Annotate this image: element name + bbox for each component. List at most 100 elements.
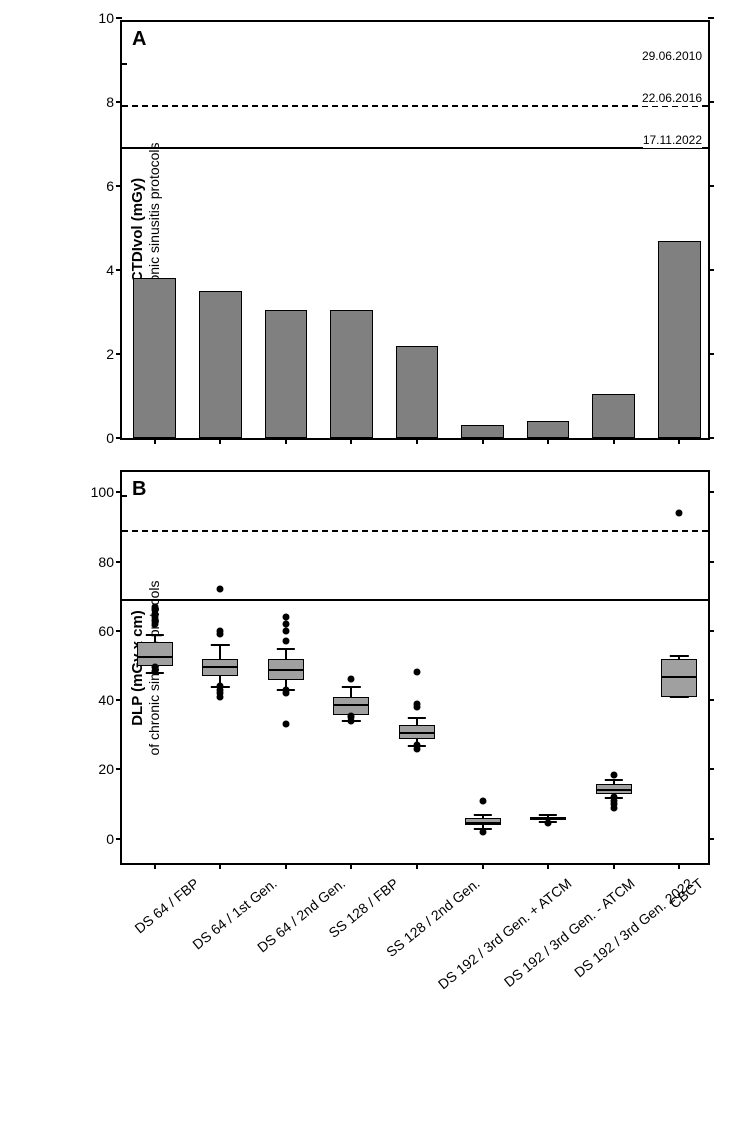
y-tick-label: 20: [98, 761, 114, 777]
plot-b-frame: B DLP (mGy x cm) of chronic sinusitis pr…: [120, 470, 710, 865]
y-tick: [708, 699, 714, 701]
whisker-cap: [670, 655, 688, 657]
y-tick: [708, 437, 714, 439]
median-line: [269, 669, 303, 671]
y-tick: [708, 101, 714, 103]
bar: [396, 346, 439, 438]
x-tick: [285, 438, 287, 444]
whisker-cap: [604, 779, 622, 781]
x-axis-labels: DS 64 / FBPDS 64 / 1st Gen.DS 64 / 2nd G…: [120, 875, 710, 1045]
outlier-point: [676, 510, 683, 517]
x-tick: [547, 438, 549, 444]
bar: [199, 291, 242, 438]
median-line: [597, 789, 631, 791]
outlier-point: [282, 721, 289, 728]
y-tick: [708, 185, 714, 187]
y-tick: [116, 768, 122, 770]
y-tick: [116, 838, 122, 840]
y-tick: [116, 561, 122, 563]
y-tick: [708, 269, 714, 271]
whisker-cap: [539, 814, 557, 816]
outlier-point: [414, 669, 421, 676]
whisker-cap: [277, 648, 295, 650]
box: [596, 784, 632, 794]
whisker-cap: [211, 644, 229, 646]
panel-b: B DLP (mGy x cm) of chronic sinusitis pr…: [120, 470, 710, 1045]
y-tick-label: 0: [106, 831, 114, 847]
x-tick: [547, 863, 549, 869]
outlier-point: [151, 664, 158, 671]
whisker-cap: [146, 634, 164, 636]
outlier-point: [348, 676, 355, 683]
reference-line-label: 29.06.2010: [642, 49, 702, 64]
x-tick: [678, 438, 680, 444]
y-tick-label: 6: [106, 178, 114, 194]
outlier-point: [217, 683, 224, 690]
y-tick: [116, 269, 122, 271]
median-line: [334, 704, 368, 706]
reference-line: [122, 147, 708, 149]
median-line: [203, 666, 237, 668]
whisker-cap: [473, 814, 491, 816]
x-tick: [219, 438, 221, 444]
bar: [658, 241, 701, 438]
y-tick: [708, 838, 714, 840]
y-tick-label: 80: [98, 554, 114, 570]
figure: A CTDIvol (mGy) of chronic sinusitis pro…: [0, 0, 744, 1055]
whisker: [285, 649, 287, 659]
outlier-point: [610, 794, 617, 801]
x-tick: [416, 438, 418, 444]
panel-a: A CTDIvol (mGy) of chronic sinusitis pro…: [120, 20, 710, 440]
y-tick: [116, 353, 122, 355]
outlier-point: [348, 712, 355, 719]
y-tick-label: 2: [106, 346, 114, 362]
outlier-point: [282, 638, 289, 645]
reference-line-label: 22.06.2016: [642, 91, 702, 106]
reference-line: [122, 599, 708, 601]
y-tick-label: 10: [98, 10, 114, 26]
x-tick: [678, 863, 680, 869]
whisker-cap: [342, 686, 360, 688]
outlier-point: [545, 820, 552, 827]
bar: [461, 425, 504, 438]
outlier-point: [414, 700, 421, 707]
panel-b-y-main: DLP (mGy x cm): [129, 580, 146, 755]
y-tick: [116, 185, 122, 187]
median-line: [138, 656, 172, 658]
x-tick: [613, 438, 615, 444]
reference-line: [122, 63, 708, 65]
bar: [527, 421, 570, 438]
outlier-point: [414, 742, 421, 749]
bar: [330, 310, 373, 438]
reference-line: [122, 495, 708, 497]
median-line: [400, 732, 434, 734]
whisker: [416, 718, 418, 725]
median-line: [662, 676, 696, 678]
y-tick-label: 4: [106, 262, 114, 278]
box: [202, 659, 238, 676]
y-tick: [116, 630, 122, 632]
y-tick: [708, 630, 714, 632]
bar: [592, 394, 635, 438]
whisker: [154, 635, 156, 642]
whisker-cap: [670, 696, 688, 698]
y-tick-label: 60: [98, 623, 114, 639]
bar: [133, 278, 176, 438]
y-tick: [116, 491, 122, 493]
outlier-point: [151, 603, 158, 610]
outlier-point: [217, 586, 224, 593]
outlier-point: [217, 627, 224, 634]
x-tick: [613, 863, 615, 869]
y-tick-label: 40: [98, 692, 114, 708]
y-tick-label: 100: [91, 484, 114, 500]
box: [399, 725, 435, 739]
y-tick-label: 0: [106, 430, 114, 446]
box: [137, 642, 173, 666]
y-tick: [116, 699, 122, 701]
y-tick: [708, 561, 714, 563]
reference-line: [122, 530, 708, 532]
reference-line-label: 17.11.2022: [643, 133, 702, 148]
box: [661, 659, 697, 697]
outlier-point: [282, 686, 289, 693]
x-tick: [154, 438, 156, 444]
